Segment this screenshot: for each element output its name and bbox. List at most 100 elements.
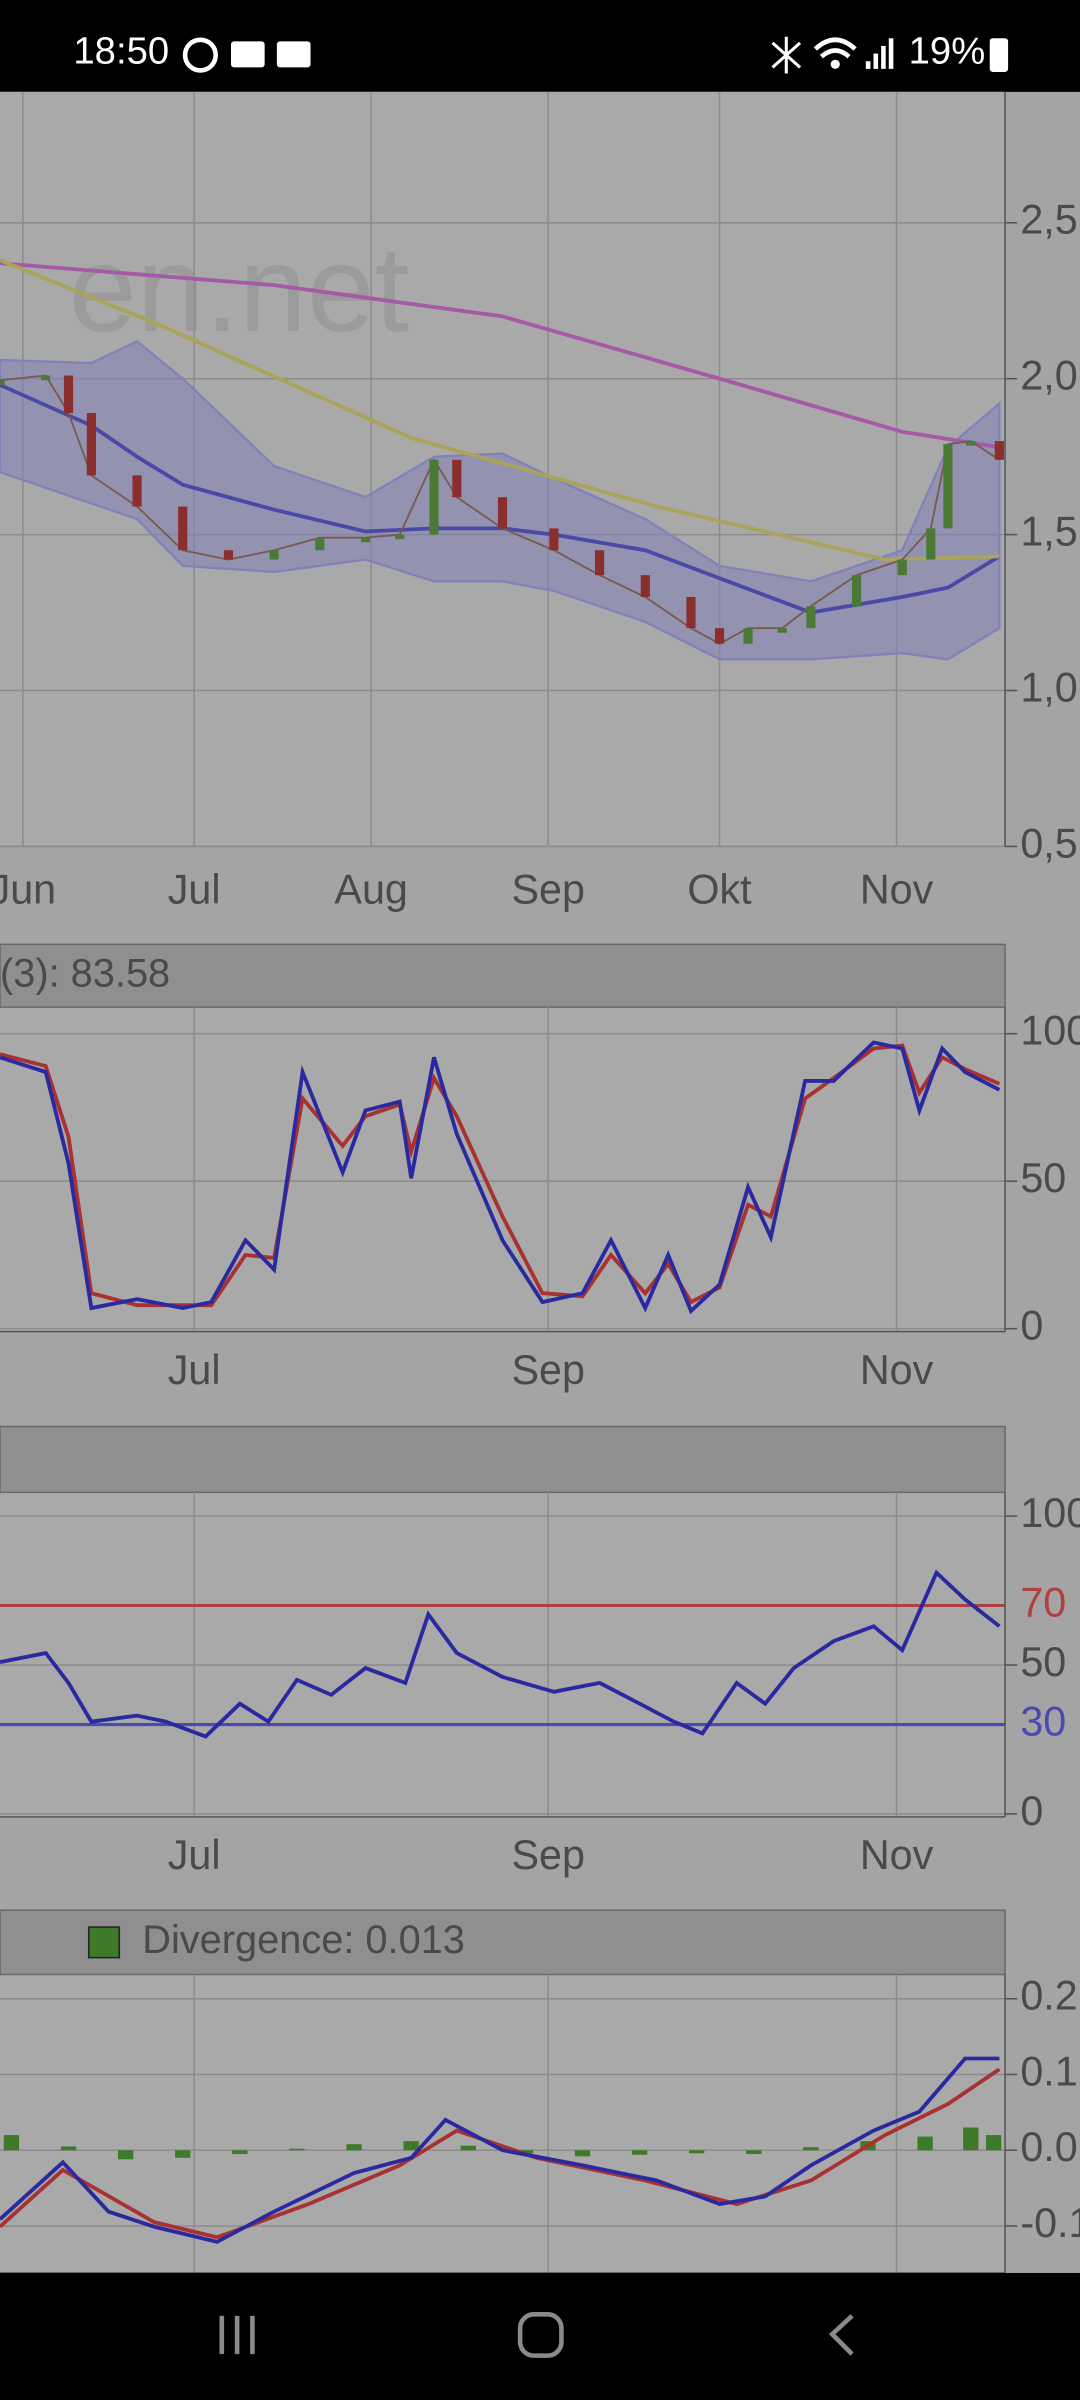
status-time: 18:50 [73, 30, 169, 73]
candle [806, 606, 816, 629]
price-line [0, 374, 1000, 645]
x-tick-label: Okt [687, 866, 752, 912]
nav-home[interactable] [517, 2311, 564, 2358]
candle [777, 628, 787, 633]
candle [497, 497, 508, 529]
series-line [0, 2056, 1000, 2244]
panel-header [0, 943, 1006, 1008]
y-tick-label: 100 [1020, 1490, 1080, 1536]
histogram-bar [175, 2150, 191, 2158]
charts: en.net Jun Jul Aug Sep Okt Nov 0,5 1,0 1,5 2,0 2,5 (… [0, 91, 1080, 2274]
chart-panel: (3): 83.58 Jul Sep Nov 0 50 100 [0, 943, 1080, 1393]
histogram-bar [803, 2147, 819, 2151]
candle [223, 550, 234, 560]
chart-panel: Jul Sep Nov 0 50 100 70 30 [0, 1425, 1080, 1878]
histogram-bar [985, 2135, 1002, 2151]
histogram-bar [232, 2150, 248, 2155]
candle [452, 459, 462, 498]
candle [994, 441, 1004, 460]
candle [743, 628, 753, 644]
y-tick-label: 100 [1020, 1008, 1080, 1054]
nav-recent[interactable] [219, 2315, 255, 2355]
histogram-bar [117, 2150, 134, 2160]
candle [686, 596, 696, 629]
status-bar [0, 0, 1080, 92]
series-line [0, 258, 1000, 562]
candle [41, 375, 51, 381]
series-line [0, 1040, 1001, 1315]
histogram-bar [60, 2146, 77, 2151]
candle [549, 528, 559, 551]
candle [395, 534, 405, 540]
y-tick-label: 0.0 [1020, 2124, 1077, 2170]
x-tick-label: Aug [334, 866, 407, 912]
y-tick-label: 0.1 [1020, 2048, 1077, 2094]
panel-header [0, 1909, 1006, 1976]
level-label: 70 [1020, 1579, 1066, 1625]
histogram-bar [346, 2144, 362, 2151]
status-battery: 19% [909, 30, 986, 73]
candle [897, 559, 907, 576]
candle [132, 475, 142, 507]
histogram-bar [963, 2127, 979, 2151]
legend-label: Divergence: 0.013 [142, 1918, 465, 1962]
chart-panel: -0.1 0.0 0.1 0.2 Divergence: 0.013 [0, 1909, 1080, 2274]
y-tick-label: 1,0 [1020, 664, 1077, 710]
x-tick-label: Jul [168, 866, 221, 912]
candle [943, 444, 953, 529]
y-tick-label: 0.2 [1020, 1973, 1077, 2019]
x-tick-label: Sep [511, 866, 584, 912]
candle [851, 575, 862, 607]
histogram-bar [289, 2148, 305, 2151]
nav-bar [0, 2272, 1080, 2400]
x-tick-label: Jul [168, 1832, 221, 1878]
candle [714, 628, 725, 644]
series-line [0, 261, 1000, 450]
histogram-bar [631, 2150, 648, 2155]
y-tick-label: 1,5 [1020, 509, 1077, 555]
candle [595, 550, 605, 576]
histogram-bar [517, 2150, 534, 2154]
x-tick-label: Nov [860, 866, 934, 912]
candle [966, 441, 976, 446]
candle [315, 537, 325, 551]
y-tick-label: 50 [1020, 1639, 1066, 1685]
legend-swatch [87, 1926, 121, 1959]
candle [926, 528, 936, 560]
y-tick-label: 0 [1020, 1788, 1043, 1834]
y-tick-label: 0 [1020, 1303, 1043, 1349]
histogram-bar [689, 2150, 705, 2154]
x-tick-label: Sep [511, 1347, 584, 1393]
histogram-bar [917, 2136, 933, 2151]
chart-panel: en.net Jun Jul Aug Sep Okt Nov 0,5 1,0 1,5 2,0 2,5 [0, 91, 1078, 912]
candle [640, 575, 650, 597]
histogram-bar [460, 2145, 476, 2151]
y-tick-label: 2,0 [1020, 353, 1077, 399]
x-tick-label: Nov [860, 1832, 934, 1878]
candle [269, 550, 279, 560]
level-label: 30 [1020, 1698, 1066, 1744]
x-tick-label: Jun [0, 866, 56, 912]
header-text: (3): 83.58 [0, 951, 170, 995]
candle [63, 375, 74, 414]
y-tick-label: -0.1 [1020, 2200, 1080, 2246]
series-line [0, 1569, 1001, 1739]
histogram-bar [403, 2141, 419, 2151]
histogram-bar [574, 2150, 591, 2157]
status-icons [182, 36, 1009, 74]
panel-header [0, 1425, 1006, 1494]
y-tick-label: 50 [1020, 1155, 1066, 1201]
histogram-bar [746, 2150, 762, 2155]
candle [178, 506, 188, 551]
nav-back[interactable] [828, 2314, 854, 2356]
plot-area [0, 1974, 1006, 2273]
candle [360, 537, 371, 543]
x-tick-label: Nov [860, 1347, 934, 1393]
candle [0, 380, 5, 385]
candle [86, 413, 96, 476]
y-tick-label: 2,5 [1020, 197, 1077, 243]
x-tick-label: Sep [511, 1832, 584, 1878]
histogram-bar [3, 2135, 20, 2151]
